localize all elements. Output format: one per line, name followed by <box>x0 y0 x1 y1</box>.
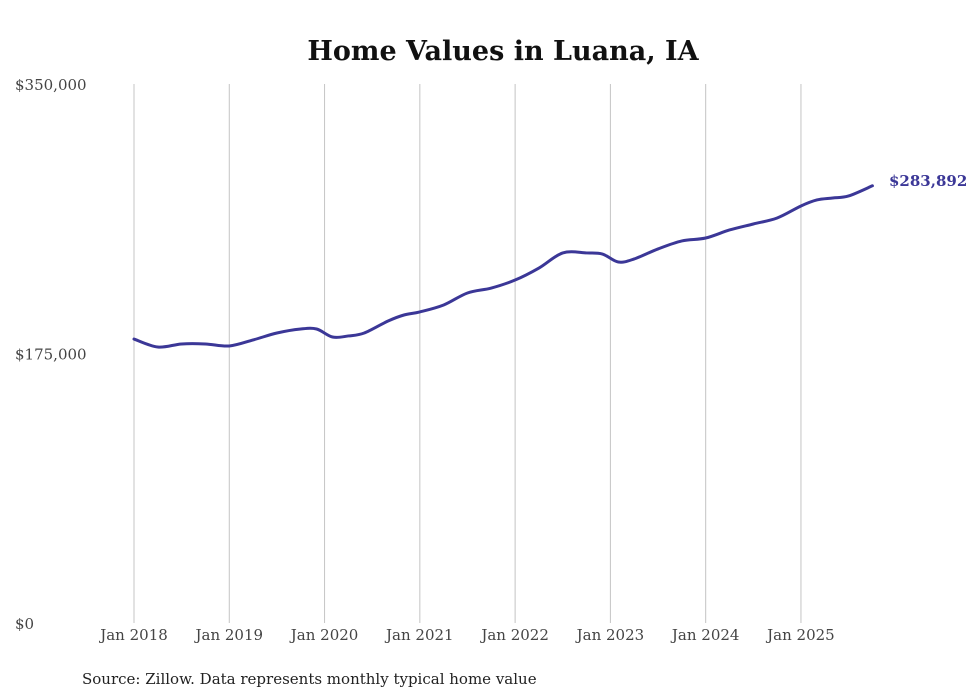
x-tick-label: Jan 2024 <box>670 626 740 644</box>
series-line <box>132 184 874 349</box>
x-tick-label: Jan 2018 <box>98 626 168 644</box>
x-tick-label: Jan 2021 <box>384 626 454 644</box>
y-tick-label: $0 <box>15 615 34 633</box>
y-tick-label: $175,000 <box>15 346 87 364</box>
chart-title: Home Values in Luana, IA <box>307 36 699 67</box>
x-tick-label: Jan 2020 <box>289 626 359 644</box>
x-tick-label: Jan 2019 <box>193 626 263 644</box>
end-value-label: $283,892 <box>889 172 967 190</box>
x-tick-label: Jan 2023 <box>575 626 645 644</box>
source-note: Source: Zillow. Data represents monthly … <box>82 670 537 688</box>
x-tick-label: Jan 2025 <box>765 626 835 644</box>
y-tick-label: $350,000 <box>15 76 87 94</box>
x-tick-label: Jan 2022 <box>479 626 549 644</box>
